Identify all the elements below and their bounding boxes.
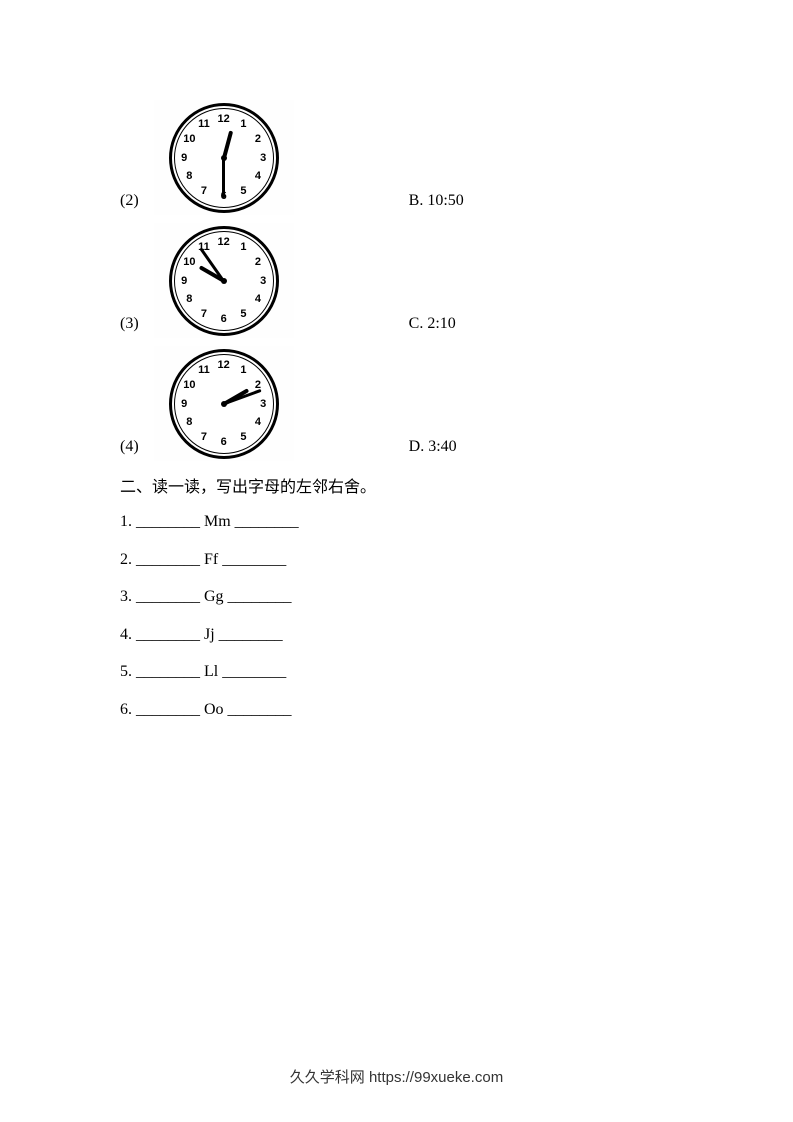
clock-numeral: 11 [198,364,210,376]
clock-numeral: 8 [186,293,192,305]
clock-row: (2)121234567891011B. 10:50 [120,100,673,215]
clock-numeral: 11 [198,118,210,130]
clock-center [221,278,227,284]
clock-numeral: 9 [181,398,187,410]
clock-face: 121234567891011 [169,226,279,336]
clock-image: 121234567891011 [154,346,294,461]
clock-numeral: 8 [186,416,192,428]
clock-numeral: 6 [221,313,227,325]
clock-numeral: 9 [181,152,187,164]
clock-image: 121234567891011 [154,223,294,338]
clock-numeral: 4 [255,170,261,182]
clock-numeral: 2 [255,256,261,268]
clock-numeral: 12 [218,359,230,371]
clock-numeral: 3 [260,398,266,410]
clock-row: (4)121234567891011D. 3:40 [120,346,673,461]
clock-numeral: 10 [183,379,195,391]
answer-option: C. 2:10 [409,315,456,338]
clock-center [221,155,227,161]
clock-center [221,401,227,407]
clock-face: 121234567891011 [169,103,279,213]
clock-numeral: 10 [183,256,195,268]
clock-numeral: 9 [181,275,187,287]
clock-numeral: 4 [255,416,261,428]
clock-numeral: 5 [240,431,246,443]
fill-blank-questions: 1. ________ Mm ________ 2. ________ Ff __… [120,509,673,723]
clock-questions: (2)121234567891011B. 10:50(3)12123456789… [120,100,673,461]
clock-numeral: 2 [255,133,261,145]
clock-numeral: 12 [218,113,230,125]
clock-numeral: 3 [260,152,266,164]
clock-numeral: 7 [201,308,207,320]
fill-blank-line: 4. ________ Jj ________ [120,622,673,648]
clock-numeral: 12 [218,236,230,248]
clock-face: 121234567891011 [169,349,279,459]
question-number: (3) [120,315,139,338]
clock-numeral: 10 [183,133,195,145]
answer-option: B. 10:50 [409,192,464,215]
section-2-title: 二、读一读，写出字母的左邻右舍。 [120,473,673,497]
worksheet-content: (2)121234567891011B. 10:50(3)12123456789… [0,0,793,723]
fill-blank-line: 5. ________ Ll ________ [120,659,673,685]
minute-hand [222,158,225,198]
fill-blank-line: 3. ________ Gg ________ [120,584,673,610]
clock-numeral: 8 [186,170,192,182]
clock-numeral: 4 [255,293,261,305]
clock-numeral: 6 [221,436,227,448]
clock-numeral: 5 [240,185,246,197]
clock-numeral: 1 [240,241,246,253]
fill-blank-line: 1. ________ Mm ________ [120,509,673,535]
fill-blank-line: 6. ________ Oo ________ [120,697,673,723]
clock-numeral: 3 [260,275,266,287]
clock-image: 121234567891011 [154,100,294,215]
clock-numeral: 7 [201,185,207,197]
clock-row: (3)121234567891011C. 2:10 [120,223,673,338]
question-number: (4) [120,438,139,461]
clock-numeral: 7 [201,431,207,443]
page-footer: 久久学科网 https://99xueke.com [0,1066,793,1087]
answer-option: D. 3:40 [409,438,457,461]
clock-numeral: 1 [240,364,246,376]
question-number: (2) [120,192,139,215]
clock-numeral: 5 [240,308,246,320]
clock-numeral: 1 [240,118,246,130]
fill-blank-line: 2. ________ Ff ________ [120,547,673,573]
